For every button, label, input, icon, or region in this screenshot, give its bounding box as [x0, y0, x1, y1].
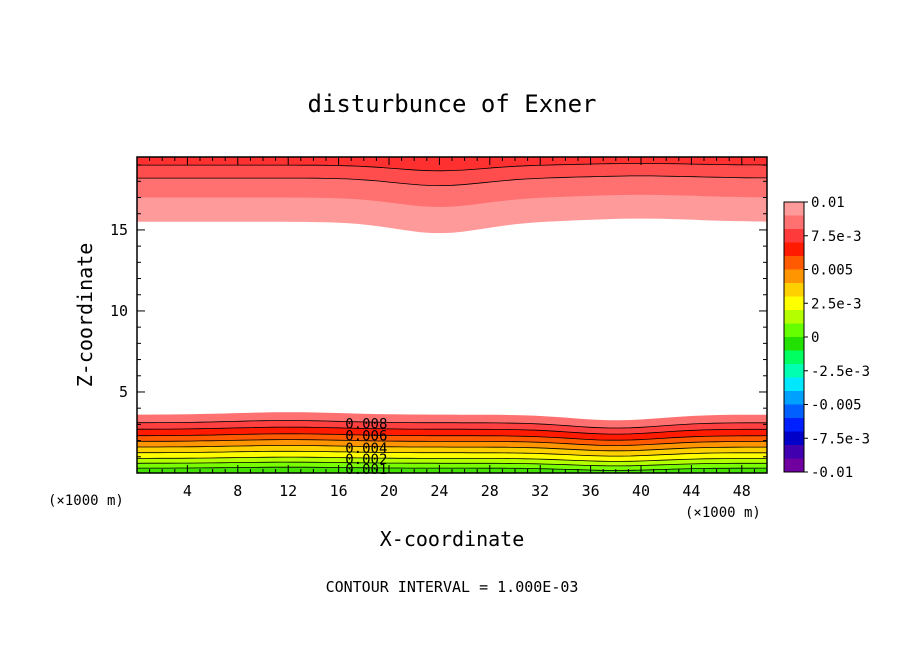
contour-label: 0.008 — [345, 417, 387, 433]
colorbar-label: -0.01 — [811, 465, 853, 481]
colorbar-label: -0.005 — [811, 398, 862, 414]
x-tick-label: 4 — [183, 482, 192, 500]
colorbar-label: -7.5e-3 — [811, 431, 870, 447]
colorbar-swatch — [784, 404, 804, 419]
x-tick-label: 20 — [380, 482, 398, 500]
colorbar-swatch — [784, 377, 804, 392]
contour-label: 0.002 — [345, 452, 387, 468]
colorbar-label: 0.01 — [811, 195, 845, 211]
contour-line — [137, 466, 768, 471]
contour-label: 0.006 — [345, 429, 387, 445]
colorbar: 0.01 7.5e-3 0.005 2.5e-3 0 -2.5e-3 -0.005 -7.5e… — [783, 195, 870, 481]
colorbar-swatch — [784, 310, 804, 324]
contour-line — [137, 426, 767, 435]
colorbar-swatch — [784, 242, 804, 257]
contour-line — [137, 450, 767, 457]
contour-line — [137, 163, 768, 172]
contour-label: 0.004 — [345, 441, 387, 457]
x-tick-label: 32 — [531, 482, 549, 500]
x-tick-label: 44 — [682, 482, 700, 500]
colorbar-swatch — [784, 350, 804, 365]
colorbar-swatch — [784, 418, 804, 432]
x-tick-label: 8 — [233, 482, 242, 500]
x-unit-label-left: (×1000 m) — [48, 493, 124, 509]
contour-line — [137, 175, 767, 187]
colorbar-swatch — [784, 256, 804, 270]
colorbar-label: 2.5e-3 — [811, 296, 862, 312]
colorbar-swatch — [784, 391, 804, 405]
colorbar-swatch — [784, 215, 804, 230]
colorbar-swatch — [784, 323, 804, 338]
x-tick-label: 16 — [330, 482, 348, 500]
y-tick-label: 15 — [110, 221, 128, 239]
chart-title: disturbunce of Exner — [308, 90, 597, 118]
colorbar-swatch — [784, 283, 804, 297]
colorbar-label: 0 — [811, 330, 819, 346]
x-tick-label: 12 — [279, 482, 297, 500]
contour-band-upper — [137, 157, 767, 171]
y-axis-label: Z-coordinate — [73, 243, 97, 388]
colorbar-label: -2.5e-3 — [811, 364, 870, 380]
y-tick-label: 10 — [110, 302, 128, 320]
colorbar-swatch — [784, 202, 804, 216]
x-tick-label: 36 — [582, 482, 600, 500]
colorbar-swatch — [784, 364, 804, 378]
contour-line — [137, 433, 768, 441]
colorbar-label: 0.005 — [811, 263, 853, 279]
x-tick-label: 40 — [632, 482, 650, 500]
x-tick-label: 28 — [481, 482, 499, 500]
x-tick-label: 48 — [733, 482, 751, 500]
colorbar-swatch — [784, 445, 804, 459]
x-unit-label-right: (×1000 m) — [685, 505, 761, 521]
contour-line — [137, 456, 767, 462]
colorbar-swatch — [784, 269, 804, 284]
contour-line — [136, 461, 767, 467]
x-axis-label: X-coordinate — [380, 527, 525, 551]
contour-interval-note: CONTOUR INTERVAL = 1.000E-03 — [326, 578, 579, 596]
colorbar-label: 7.5e-3 — [811, 229, 862, 245]
colorbar-swatch — [784, 296, 804, 311]
colorbar-swatch — [784, 458, 804, 473]
y-tick-label: 5 — [119, 383, 128, 401]
contour-line — [137, 420, 767, 429]
colorbar-swatch — [784, 229, 804, 243]
contour-line — [136, 439, 767, 446]
contour-line — [137, 445, 767, 452]
colorbar-swatch — [784, 431, 804, 446]
colorbar-swatch — [784, 337, 804, 351]
contour-label: 0.001 — [345, 462, 387, 478]
x-tick-label: 24 — [430, 482, 448, 500]
